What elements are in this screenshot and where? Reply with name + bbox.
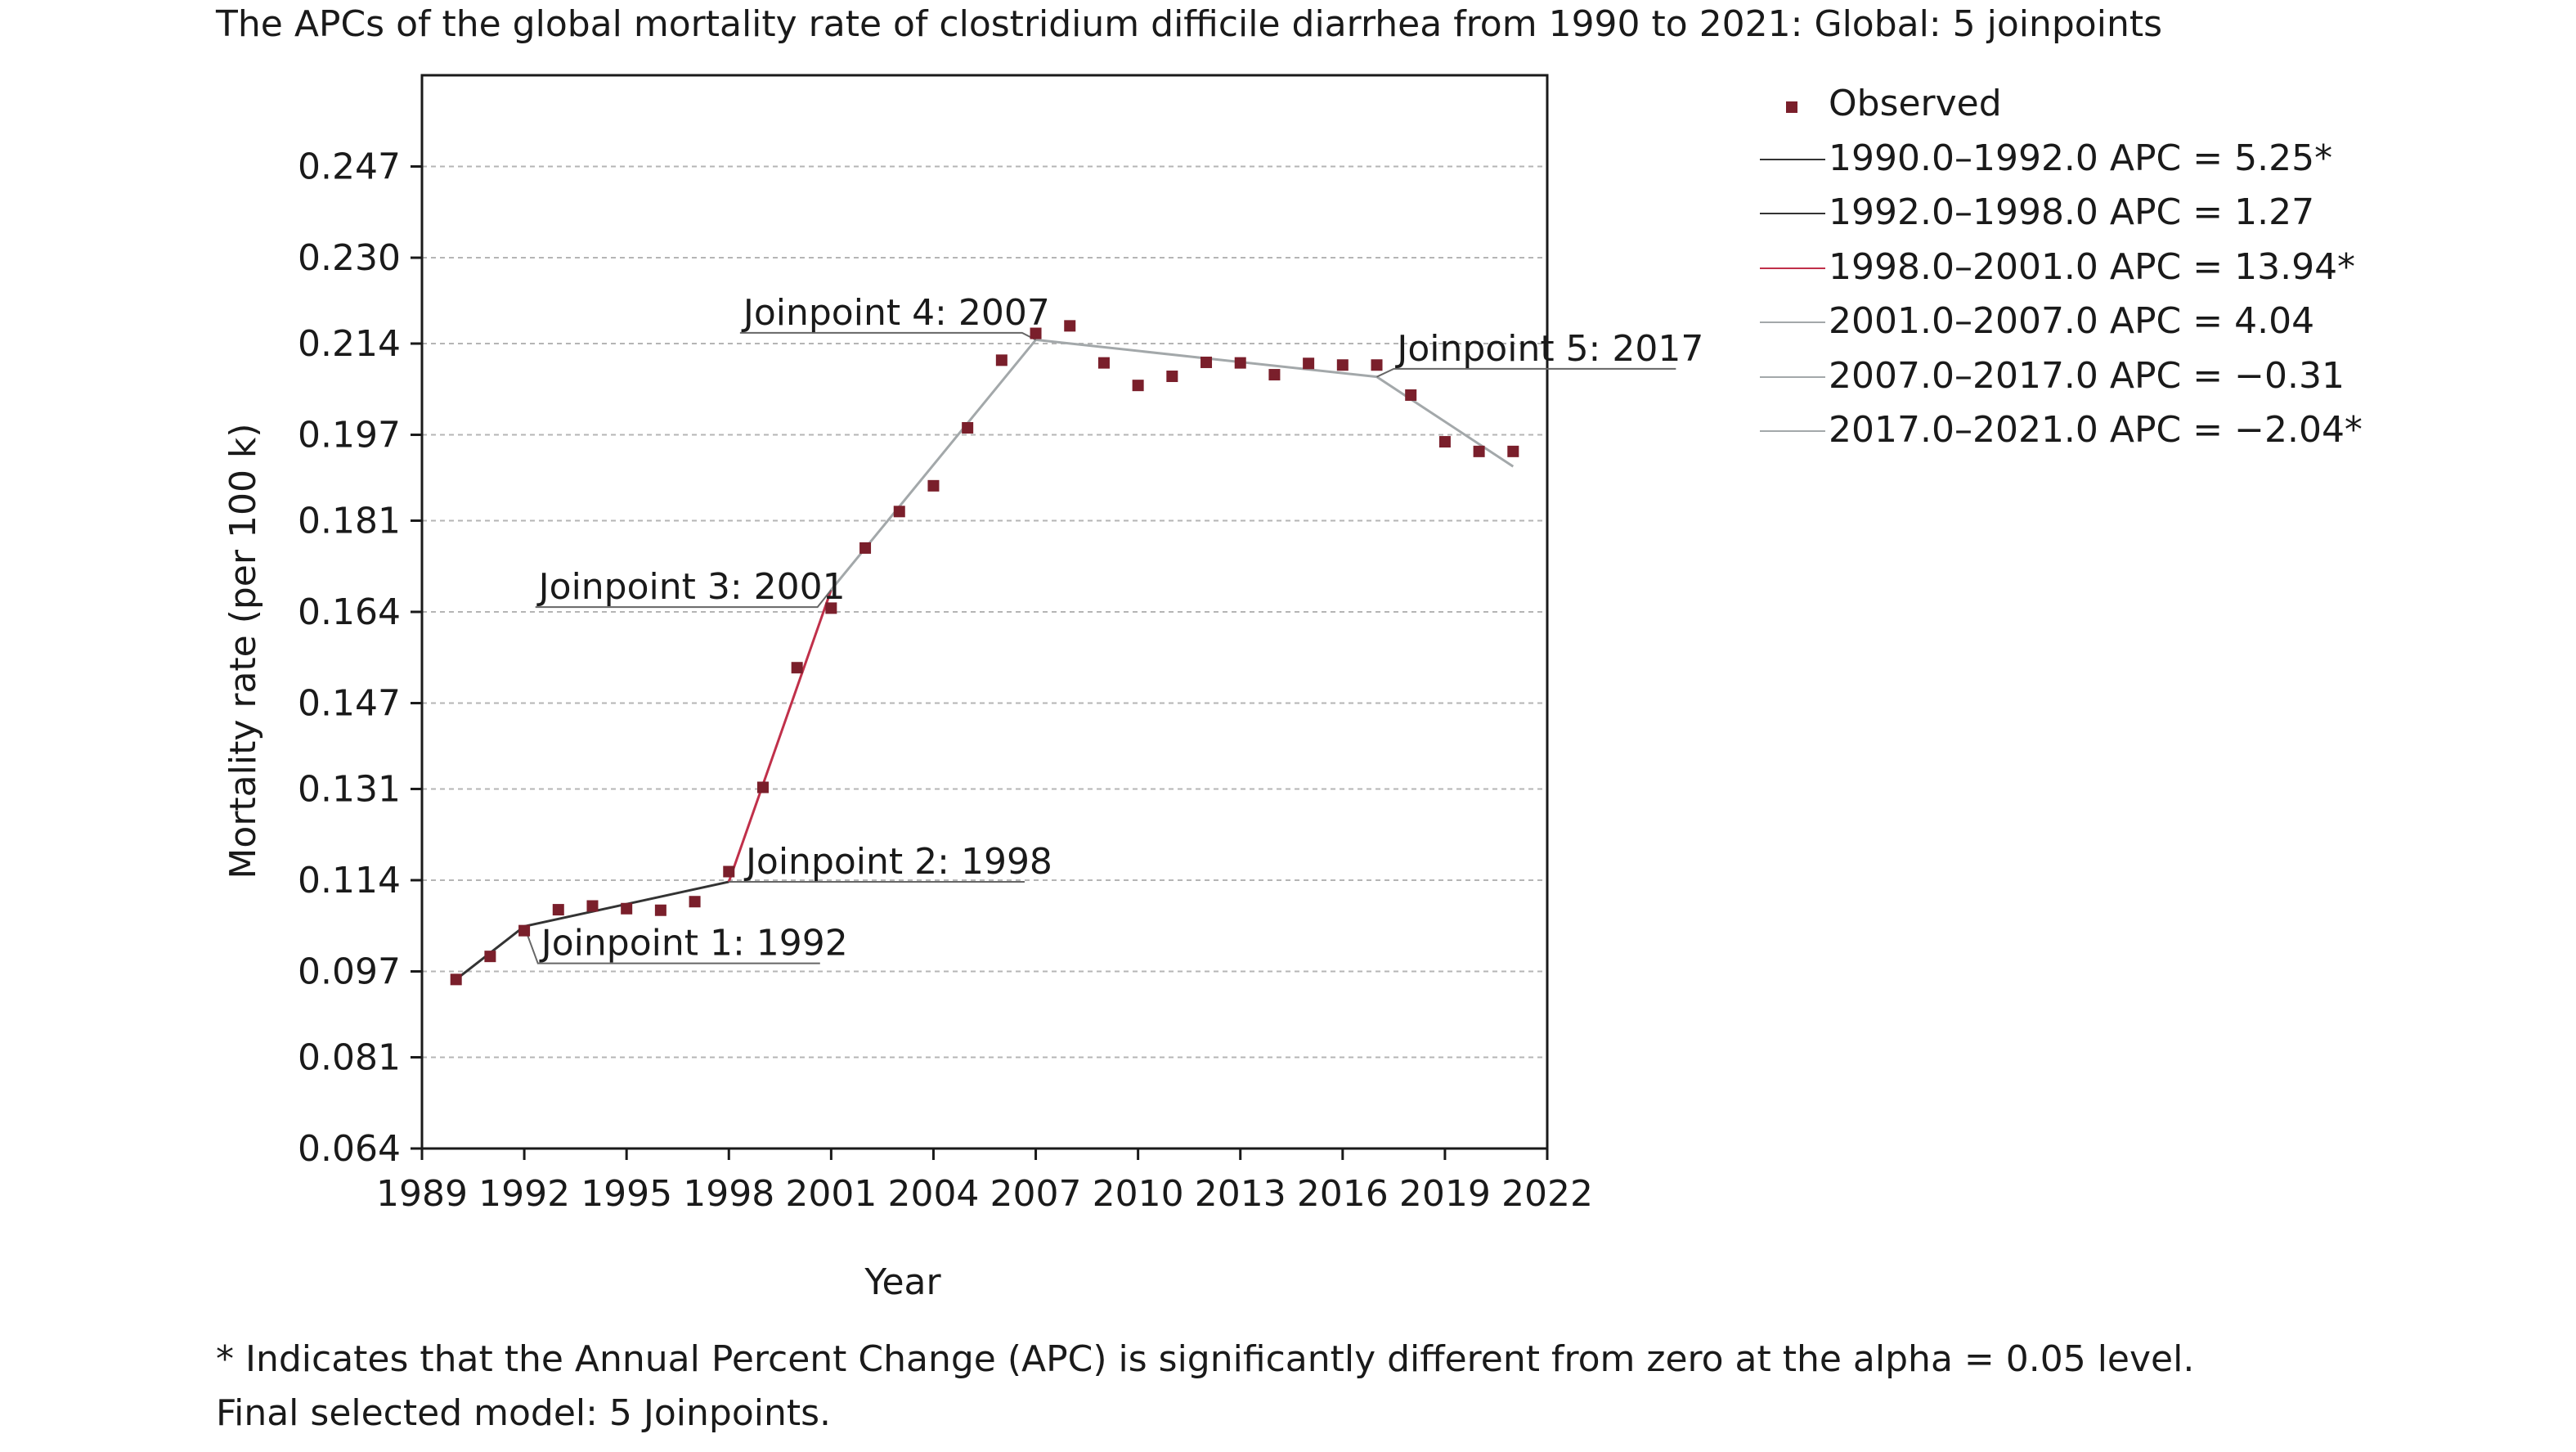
joinpoint-leader-3 (535, 589, 832, 609)
x-tick-label: 1989 (376, 1173, 468, 1215)
line-swatch-icon (1760, 430, 1825, 432)
observed-point (825, 602, 837, 614)
x-tick-label: 2007 (990, 1173, 1082, 1215)
y-axis-title: Mortality rate (per 100 k) (222, 423, 264, 879)
observed-point (927, 479, 940, 492)
x-tick-label: 1992 (478, 1173, 570, 1215)
y-tick-label: 0.214 (298, 323, 401, 365)
y-tick-label: 0.114 (298, 860, 401, 901)
observed-point (1268, 369, 1281, 381)
observed-point (1064, 320, 1076, 332)
observed-point (1132, 380, 1144, 392)
observed-point (1336, 359, 1349, 371)
x-tick-label: 2016 (1297, 1173, 1389, 1215)
observed-point (621, 902, 633, 915)
line-swatch-icon (1760, 213, 1825, 214)
fitted-segments (455, 338, 1515, 981)
y-tick-label: 0.181 (298, 500, 401, 542)
axes: 0.064 0.081 0.097 0.114 0.131 0.147 0.164 0.181… (222, 146, 1593, 1303)
y-tick-label: 0.247 (298, 146, 401, 188)
observed-point (450, 973, 462, 986)
line-swatch-icon (1760, 321, 1825, 323)
legend-label: 1990.0–1992.0 APC = 5.25* (1829, 137, 2333, 179)
footnote-model: Final selected model: 5 Joinpoints. (216, 1392, 832, 1434)
observed-point (1303, 357, 1315, 370)
x-axis-title: Year (864, 1261, 941, 1303)
y-tick-label: 0.230 (298, 237, 401, 279)
y-tick-label: 0.064 (298, 1128, 401, 1170)
line-swatch-icon (1760, 267, 1825, 269)
joinpoint-label-5: Joinpoint 5: 2017 (1394, 328, 1703, 370)
segment-line-3 (727, 589, 832, 883)
observed-point (791, 662, 803, 674)
y-tick-label: 0.147 (298, 683, 401, 725)
line-swatch-icon (1760, 375, 1825, 378)
legend-label: 2001.0–2007.0 APC = 4.04 (1829, 300, 2315, 342)
observed-point (995, 354, 1008, 366)
legend-label: Observed (1829, 83, 2002, 124)
legend-label: 1992.0–1998.0 APC = 1.27 (1829, 191, 2315, 233)
observed-point (1097, 357, 1110, 369)
joinpoint-annotations: Joinpoint 1: 1992 Joinpoint 2: 1998 Joinpo… (523, 292, 1703, 964)
observed-point (893, 506, 905, 518)
joinpoint-label-4: Joinpoint 4: 2007 (741, 292, 1050, 334)
legend-label: 1998.0–2001.0 APC = 13.94* (1829, 245, 2356, 288)
legend-label: 2007.0–2017.0 APC = −0.31 (1829, 354, 2345, 397)
chart-title: The APCs of the global mortality rate of… (216, 3, 2163, 45)
observed-point (484, 951, 496, 963)
y-tick-label: 0.081 (298, 1036, 401, 1078)
y-tick-label: 0.164 (298, 591, 401, 633)
y-tick-label: 0.097 (298, 951, 401, 993)
observed-marker-icon (1786, 101, 1797, 113)
x-tick-label: 1998 (683, 1173, 774, 1215)
y-tick-label: 0.131 (298, 768, 401, 810)
observed-point (1030, 327, 1042, 339)
observed-point (1473, 445, 1485, 457)
line-swatch-icon (1760, 158, 1825, 160)
footnote-significance: * Indicates that the Annual Percent Chan… (216, 1338, 2195, 1380)
y-tick-label: 0.197 (298, 415, 401, 456)
observed-point (723, 865, 735, 878)
x-tick-label: 2013 (1195, 1173, 1286, 1215)
joinpoint-leader-1 (523, 926, 820, 964)
observed-point (1371, 359, 1383, 371)
x-tick-label: 2010 (1093, 1173, 1184, 1215)
observed-point (1234, 357, 1246, 369)
observed-point (518, 924, 531, 937)
joinpoint-label-1: Joinpoint 1: 1992 (539, 923, 848, 964)
observed-point (654, 904, 666, 916)
observed-point (1405, 389, 1417, 401)
observed-point (1200, 356, 1213, 368)
x-tick-label: 2004 (887, 1173, 979, 1215)
joinpoint-label-2: Joinpoint 2: 1998 (743, 841, 1052, 883)
segment-line-6 (1376, 375, 1515, 468)
observed-point (689, 896, 701, 908)
x-tick-label: 2019 (1399, 1173, 1491, 1215)
x-tick-label: 2022 (1501, 1173, 1593, 1215)
joinpoint-label-3: Joinpoint 3: 2001 (536, 566, 846, 608)
observed-point (859, 542, 872, 554)
observed-point (1507, 445, 1519, 457)
grid-lines (422, 165, 1547, 1059)
observed-point (586, 900, 599, 912)
observed-point (756, 781, 769, 793)
observed-point (1166, 371, 1178, 383)
x-tick-label: 2001 (785, 1173, 877, 1215)
joinpoint-leader-4 (739, 331, 1037, 341)
observed-point (1438, 436, 1451, 448)
observed-point (962, 421, 974, 434)
joinpoint-leader-5 (1376, 367, 1676, 378)
x-tick-label: 1995 (581, 1173, 672, 1215)
legend-label: 2017.0–2021.0 APC = −2.04* (1829, 409, 2363, 451)
observed-point (552, 904, 564, 916)
observed-points (450, 320, 1519, 986)
